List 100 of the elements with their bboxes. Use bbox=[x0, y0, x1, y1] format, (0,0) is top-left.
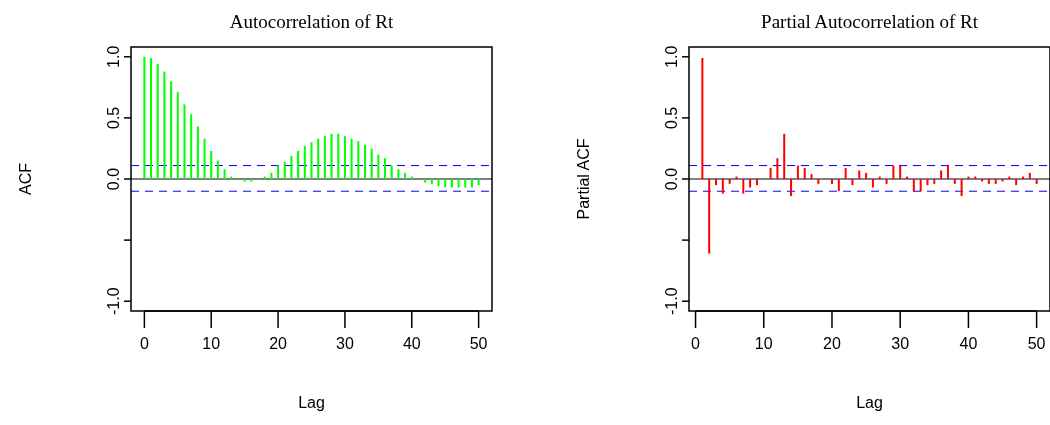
y-tick-label: 0.5 bbox=[663, 106, 680, 130]
x-tick-label: 20 bbox=[823, 335, 841, 352]
bar bbox=[919, 179, 922, 192]
bar bbox=[350, 138, 353, 179]
bar bbox=[871, 179, 874, 188]
bar bbox=[817, 179, 820, 184]
bar bbox=[370, 148, 373, 179]
bar bbox=[470, 179, 473, 188]
bar bbox=[210, 150, 213, 179]
bar bbox=[796, 165, 799, 179]
bar bbox=[143, 56, 146, 179]
bar bbox=[728, 179, 731, 184]
bar bbox=[708, 179, 711, 254]
bar bbox=[216, 160, 219, 179]
bar bbox=[377, 154, 380, 179]
y-tick-label: -1.0 bbox=[663, 287, 680, 316]
bar bbox=[721, 179, 724, 194]
bar bbox=[457, 179, 460, 188]
bar bbox=[892, 165, 895, 179]
y-tick-label: 1.0 bbox=[105, 45, 122, 68]
bar bbox=[810, 174, 813, 179]
bar bbox=[430, 179, 433, 184]
bar bbox=[303, 146, 306, 179]
bar bbox=[715, 179, 718, 186]
bar bbox=[363, 144, 366, 179]
bar bbox=[464, 179, 467, 188]
bar bbox=[783, 133, 786, 179]
x-tick-label: 30 bbox=[891, 335, 910, 352]
bar bbox=[946, 165, 949, 179]
bar bbox=[404, 172, 407, 179]
y-tick-label: 0.0 bbox=[105, 167, 122, 191]
bar bbox=[926, 179, 929, 186]
bar bbox=[163, 71, 166, 179]
y-tick-label: 0.0 bbox=[663, 167, 680, 191]
bar bbox=[858, 170, 861, 179]
bar bbox=[865, 172, 868, 179]
bar bbox=[357, 141, 360, 179]
bar bbox=[1015, 179, 1018, 186]
bar bbox=[223, 169, 226, 179]
bar bbox=[397, 169, 400, 179]
y-tick-label: -1.0 bbox=[105, 287, 122, 316]
bar bbox=[1035, 179, 1038, 184]
bar bbox=[176, 92, 179, 179]
bar bbox=[203, 138, 206, 179]
bar bbox=[742, 179, 745, 194]
bar bbox=[844, 168, 847, 179]
bar bbox=[803, 168, 806, 179]
bar bbox=[170, 81, 173, 179]
x-tick-label: 50 bbox=[1027, 335, 1046, 352]
bar bbox=[450, 179, 453, 188]
bar bbox=[337, 133, 340, 179]
x-axis-title: Lag bbox=[298, 394, 325, 411]
x-tick-label: 40 bbox=[402, 335, 421, 352]
y-tick-label: 1.0 bbox=[663, 45, 680, 68]
bar bbox=[749, 179, 752, 188]
x-tick-label: 0 bbox=[139, 335, 149, 352]
bar bbox=[384, 158, 387, 179]
bar bbox=[953, 179, 956, 184]
bar bbox=[830, 179, 833, 184]
x-tick-label: 40 bbox=[959, 335, 978, 352]
bar bbox=[270, 172, 273, 179]
bar bbox=[987, 179, 990, 184]
bar bbox=[837, 179, 840, 192]
chart-title: Partial Autocorrelation of Rt bbox=[761, 11, 979, 32]
bar bbox=[994, 179, 997, 184]
bar bbox=[769, 168, 772, 179]
x-tick-label: 0 bbox=[691, 335, 701, 352]
bar bbox=[317, 138, 320, 179]
bar bbox=[940, 170, 943, 179]
bar bbox=[960, 179, 963, 197]
bar bbox=[310, 142, 313, 179]
x-axis-title: Lag bbox=[856, 394, 883, 411]
bar bbox=[933, 179, 936, 184]
bar bbox=[912, 179, 915, 192]
bar bbox=[343, 136, 346, 179]
bar bbox=[444, 179, 447, 188]
chart-title: Autocorrelation of Rt bbox=[229, 11, 394, 32]
x-tick-label: 20 bbox=[269, 335, 288, 352]
bar bbox=[283, 161, 286, 179]
bar bbox=[1028, 172, 1031, 179]
x-tick-label: 50 bbox=[469, 335, 488, 352]
bar bbox=[776, 158, 779, 179]
bar bbox=[297, 150, 300, 179]
bar bbox=[277, 165, 280, 179]
bar bbox=[323, 136, 326, 179]
x-tick-label: 10 bbox=[754, 335, 773, 352]
bar bbox=[196, 126, 199, 179]
x-tick-label: 30 bbox=[336, 335, 354, 352]
bar bbox=[190, 114, 193, 179]
bar bbox=[899, 165, 902, 179]
x-tick-label: 10 bbox=[202, 335, 221, 352]
bar bbox=[701, 58, 704, 179]
bar bbox=[150, 58, 153, 179]
bar bbox=[424, 179, 427, 183]
bar bbox=[183, 104, 186, 179]
bar bbox=[477, 179, 480, 186]
bar bbox=[755, 179, 758, 186]
bar bbox=[790, 179, 793, 197]
bar bbox=[851, 179, 854, 186]
y-tick-label: 0.5 bbox=[105, 106, 122, 130]
